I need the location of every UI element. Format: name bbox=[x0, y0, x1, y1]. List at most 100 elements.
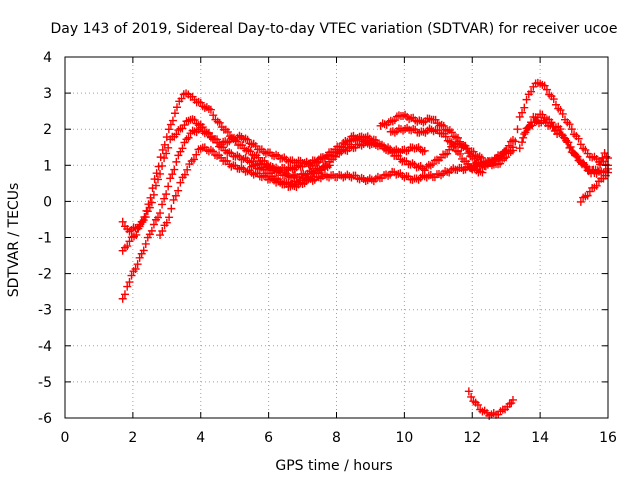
data-point bbox=[549, 95, 558, 104]
x-tick-label: 4 bbox=[196, 430, 205, 446]
data-point bbox=[147, 226, 156, 235]
data-point bbox=[206, 105, 215, 114]
data-point bbox=[149, 220, 158, 229]
data-point bbox=[233, 151, 242, 160]
data-point bbox=[453, 133, 462, 142]
x-tick-label: 6 bbox=[264, 430, 273, 446]
data-point bbox=[504, 141, 513, 150]
data-point bbox=[202, 128, 211, 137]
data-point bbox=[167, 204, 176, 213]
y-tick-label: 1 bbox=[43, 158, 52, 174]
data-point bbox=[125, 237, 134, 246]
data-point bbox=[518, 108, 527, 117]
data-point bbox=[174, 126, 183, 135]
data-point bbox=[542, 85, 551, 94]
data-point bbox=[592, 181, 601, 190]
y-tick-label: -4 bbox=[38, 339, 52, 355]
data-point bbox=[147, 198, 156, 207]
data-point bbox=[127, 271, 136, 280]
data-point bbox=[200, 103, 209, 112]
data-point bbox=[600, 149, 609, 158]
x-tick-label: 8 bbox=[332, 430, 341, 446]
data-marks bbox=[118, 78, 612, 420]
y-tick-label: -5 bbox=[38, 375, 52, 391]
data-point bbox=[521, 128, 530, 137]
x-tick-label: 12 bbox=[463, 430, 481, 446]
data-point bbox=[123, 242, 132, 251]
x-tick-label: 16 bbox=[599, 430, 617, 446]
data-point bbox=[513, 125, 522, 134]
series-trace-11 bbox=[519, 116, 612, 178]
data-point bbox=[456, 149, 465, 158]
y-tick-label: -3 bbox=[38, 303, 52, 319]
data-point bbox=[505, 399, 514, 408]
data-point bbox=[424, 160, 433, 169]
data-point bbox=[156, 153, 165, 162]
data-point bbox=[156, 209, 165, 218]
data-point bbox=[583, 191, 592, 200]
data-point bbox=[168, 116, 177, 125]
data-point bbox=[464, 387, 473, 396]
data-point bbox=[511, 137, 520, 146]
data-point bbox=[152, 169, 161, 178]
data-point bbox=[602, 152, 611, 161]
data-point bbox=[206, 133, 215, 142]
data-point bbox=[426, 161, 435, 170]
data-point bbox=[331, 152, 340, 161]
data-point bbox=[139, 246, 148, 255]
data-point bbox=[515, 112, 524, 121]
grid-lines bbox=[65, 57, 608, 418]
data-point bbox=[183, 165, 192, 174]
x-tick-label: 0 bbox=[61, 430, 70, 446]
data-point bbox=[174, 151, 183, 160]
data-point bbox=[437, 120, 446, 129]
data-point bbox=[132, 230, 141, 239]
y-tick-label: 3 bbox=[43, 86, 52, 102]
data-point bbox=[473, 400, 482, 409]
data-point bbox=[449, 142, 458, 151]
data-point bbox=[166, 120, 175, 129]
data-point bbox=[518, 138, 527, 147]
data-point bbox=[390, 128, 399, 137]
data-point bbox=[478, 168, 487, 177]
data-point bbox=[158, 226, 167, 235]
data-point bbox=[177, 94, 186, 103]
data-point bbox=[209, 111, 218, 120]
y-tick-label: -2 bbox=[38, 267, 52, 283]
data-point bbox=[141, 239, 150, 248]
data-point bbox=[520, 130, 529, 138]
data-point bbox=[462, 144, 471, 153]
data-point bbox=[170, 165, 179, 174]
data-point bbox=[567, 125, 576, 134]
data-point bbox=[192, 150, 201, 159]
y-tick-label: -1 bbox=[38, 231, 52, 247]
data-point bbox=[464, 159, 473, 168]
data-point bbox=[169, 195, 178, 204]
data-point bbox=[449, 132, 458, 141]
data-point bbox=[447, 138, 456, 147]
data-point bbox=[467, 392, 476, 401]
data-point bbox=[171, 191, 180, 200]
data-point bbox=[520, 103, 529, 112]
series-trace-1 bbox=[118, 89, 334, 255]
data-point bbox=[184, 116, 193, 125]
data-point bbox=[120, 290, 129, 299]
y-tick-label: 0 bbox=[43, 194, 52, 210]
data-point bbox=[556, 125, 565, 134]
data-point bbox=[508, 146, 517, 155]
x-axis-label: GPS time / hours bbox=[275, 458, 392, 474]
x-tick-label: 2 bbox=[128, 430, 137, 446]
data-point bbox=[565, 143, 574, 152]
data-point bbox=[172, 103, 181, 112]
data-point bbox=[149, 190, 158, 199]
data-point bbox=[172, 130, 181, 139]
data-point bbox=[280, 178, 289, 187]
data-point bbox=[144, 200, 153, 209]
data-point bbox=[441, 132, 450, 141]
data-point bbox=[408, 159, 417, 168]
data-point bbox=[176, 178, 185, 187]
data-point bbox=[261, 149, 270, 158]
data-point bbox=[156, 169, 165, 178]
data-point bbox=[527, 87, 536, 96]
data-point bbox=[194, 97, 203, 106]
